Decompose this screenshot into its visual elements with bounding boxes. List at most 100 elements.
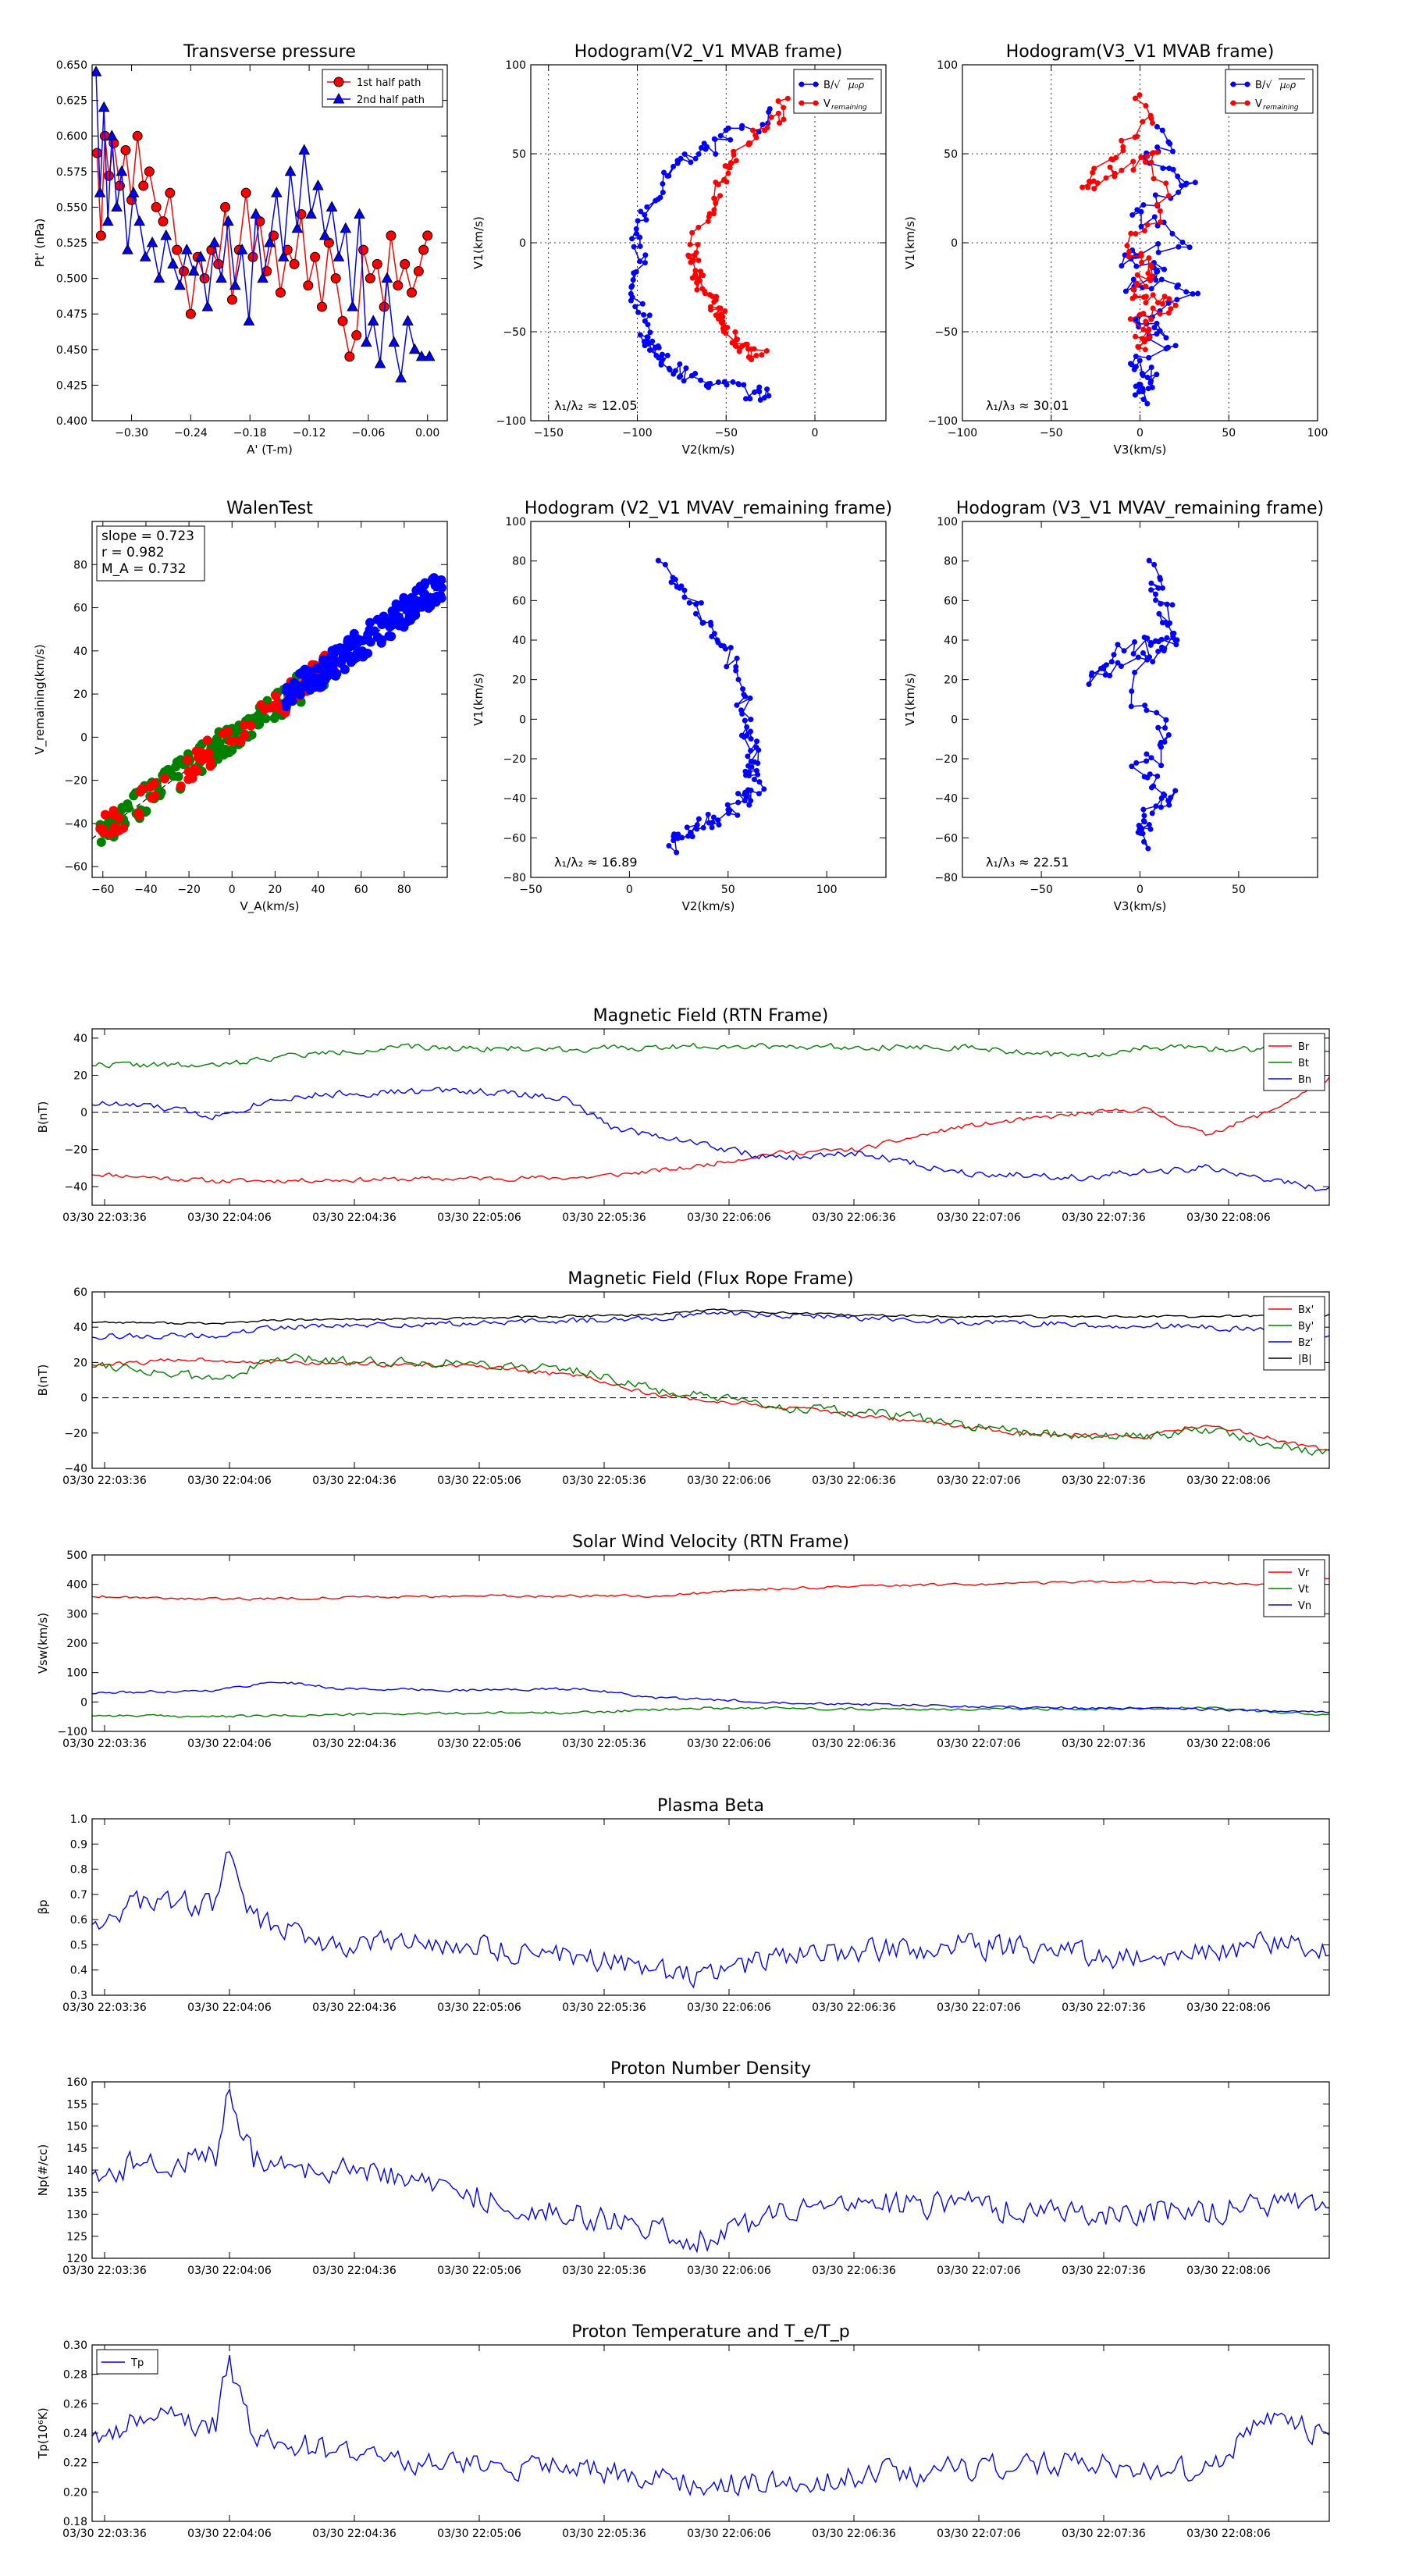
plot-area — [92, 2087, 1329, 2254]
data-point — [189, 763, 199, 774]
plot-area — [92, 1308, 1329, 1457]
data-point — [747, 695, 753, 701]
data-point — [322, 671, 333, 681]
data-point — [1158, 601, 1164, 607]
chart-walen: −60 −40 −20 0 20 40 60 80 −60 −40 −20 0 20 40 60 80 Wale… — [33, 499, 448, 914]
data-point — [98, 824, 108, 834]
legend: B/√ μ₀ρ V remaining — [793, 69, 882, 114]
data-point — [1163, 180, 1169, 187]
data-point — [733, 667, 739, 674]
y-tick-label: 0.28 — [63, 2369, 87, 2382]
data-point — [1143, 294, 1149, 300]
data-point — [1145, 270, 1151, 276]
data-point — [1157, 208, 1163, 214]
y-tick-label: 0 — [80, 1107, 87, 1119]
x-tick-label: 03/30 22:08:06 — [1186, 2528, 1271, 2540]
chart-hodo2: −100 −50 0 50 100 −100 −50 0 50 100 Hodogram(V3_V1… — [903, 42, 1328, 457]
x-tick-label: 03/30 22:06:06 — [687, 2528, 771, 2540]
y-tick-label: 0 — [80, 731, 87, 744]
data-point — [716, 822, 722, 828]
legend-label-sub: remaining — [831, 104, 867, 112]
data-point — [1150, 659, 1156, 665]
data-point — [1138, 208, 1144, 215]
data-point — [1179, 239, 1186, 245]
y-tick-label: 0.650 — [56, 59, 87, 72]
series-line — [92, 1851, 1329, 1989]
series-line — [658, 560, 765, 855]
data-point — [318, 655, 329, 665]
y-tick-label: 50 — [512, 148, 526, 161]
legend-marker — [799, 100, 805, 106]
data-point — [1103, 175, 1109, 181]
y-tick-label: 160 — [66, 2076, 87, 2089]
chart-pt: −0.30 −0.24 −0.18 −0.12 −0.06 0.00 0.400 0.425 0… — [33, 42, 448, 457]
data-point — [1144, 328, 1151, 334]
y-tick-label: −80 — [503, 872, 526, 884]
y-tick-label: −40 — [64, 1463, 87, 1475]
data-point — [351, 330, 362, 341]
data-point — [92, 148, 102, 158]
data-point — [699, 144, 705, 151]
data-point — [1143, 103, 1149, 109]
legend: B/√ μ₀ρ V remaining — [1225, 69, 1314, 114]
data-point — [723, 127, 729, 133]
data-point — [1141, 774, 1147, 780]
x-tick-label: 03/30 22:07:36 — [1062, 2265, 1146, 2277]
data-point — [1130, 158, 1136, 165]
y-axis-label: Vsw(km/s) — [36, 1613, 50, 1674]
data-point — [678, 583, 685, 589]
data-point — [1172, 302, 1179, 308]
data-point — [1080, 184, 1086, 190]
data-point — [1153, 803, 1159, 809]
y-tick-label: 40 — [73, 646, 87, 658]
data-point — [676, 834, 682, 840]
data-point — [681, 151, 688, 157]
data-point — [1148, 364, 1154, 370]
y-tick-label: 0.26 — [63, 2398, 87, 2411]
x-tick-label: −0.30 — [115, 427, 148, 439]
y-tick-label: 140 — [66, 2165, 87, 2177]
data-point — [1129, 212, 1136, 218]
data-point — [133, 215, 146, 226]
data-point — [1144, 375, 1151, 381]
data-point — [1153, 597, 1159, 603]
data-point — [1091, 165, 1097, 172]
x-tick-label: −50 — [519, 884, 542, 896]
data-point — [738, 707, 745, 713]
y-tick-label: 0 — [519, 237, 526, 250]
y-axis-label: V_remaining(km/s) — [33, 644, 48, 754]
data-point — [1147, 380, 1154, 386]
data-point — [1159, 585, 1165, 591]
data-point — [740, 686, 746, 692]
data-point — [748, 798, 754, 804]
data-point — [741, 734, 747, 740]
data-point — [674, 849, 680, 856]
data-point — [1132, 293, 1138, 299]
data-point — [413, 265, 424, 276]
data-point — [689, 257, 695, 263]
data-point — [753, 134, 759, 141]
data-point — [350, 641, 361, 651]
x-axis-label: V3(km/s) — [1114, 899, 1167, 913]
data-point — [298, 144, 311, 155]
data-point — [293, 685, 304, 695]
data-point — [1162, 725, 1168, 731]
data-point — [642, 252, 649, 258]
data-point — [738, 125, 745, 131]
y-tick-label: 0.500 — [56, 273, 87, 286]
data-point — [681, 378, 687, 384]
data-point — [1108, 156, 1115, 162]
data-point — [731, 151, 737, 158]
data-point — [717, 311, 724, 318]
data-point — [1107, 672, 1113, 678]
data-point — [655, 557, 661, 564]
chart-title: Hodogram(V3_V1 MVAB frame) — [1006, 42, 1275, 62]
data-point — [347, 301, 359, 311]
data-point — [1158, 804, 1164, 810]
y-tick-label: −40 — [64, 1181, 87, 1194]
chart-title: Hodogram (V2_V1 MVAV_remaining frame) — [525, 499, 892, 518]
data-point — [1161, 266, 1168, 272]
data-point — [116, 165, 128, 176]
data-point — [1155, 240, 1161, 247]
